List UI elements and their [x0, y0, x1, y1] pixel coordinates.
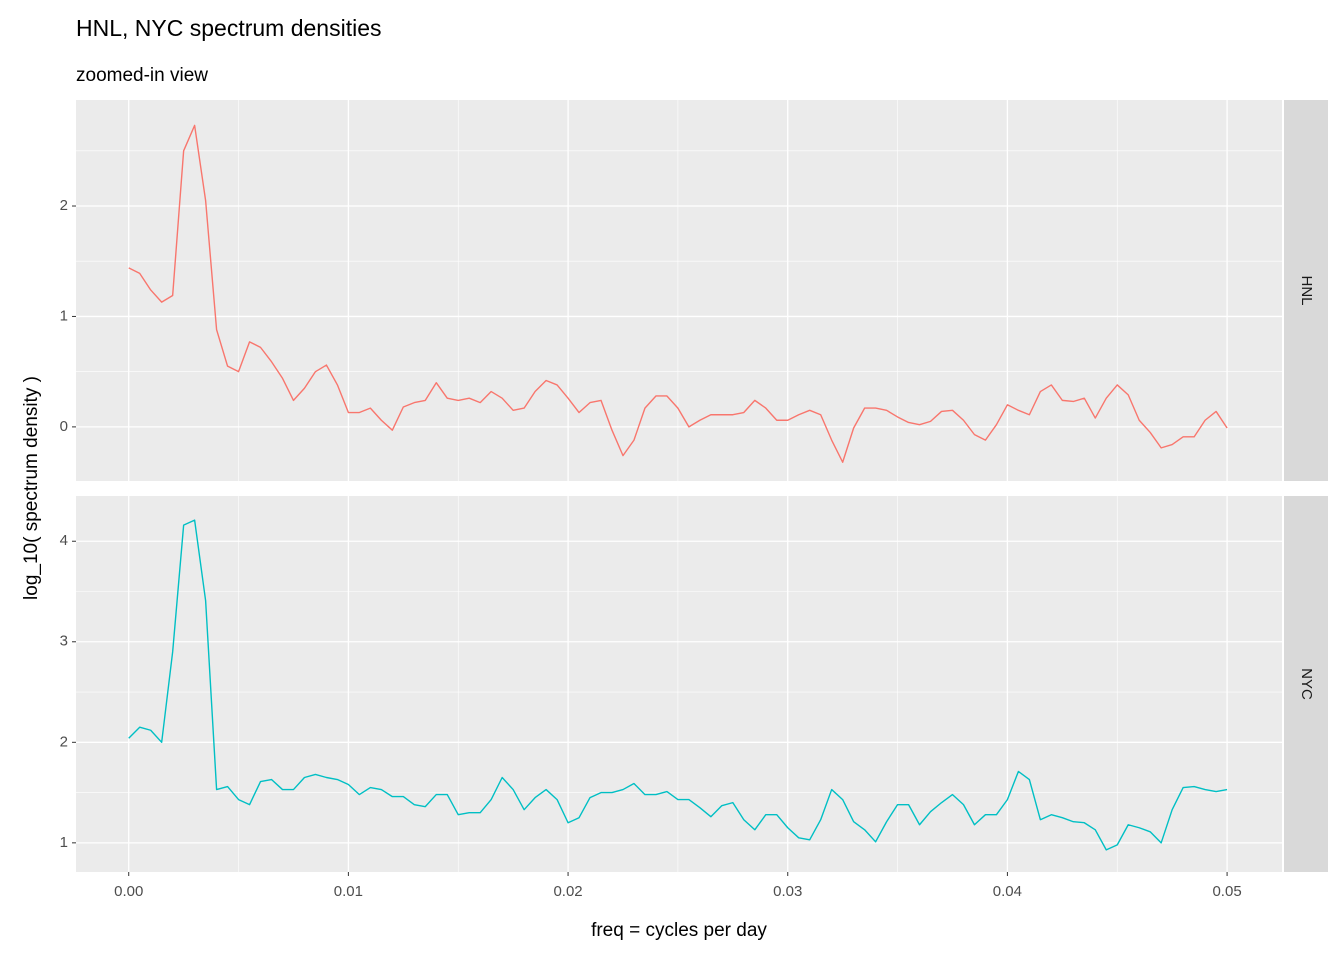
- facet-strip: [1284, 100, 1328, 481]
- x-tick-label: 0.04: [993, 883, 1022, 900]
- panel-background: [76, 100, 1282, 481]
- chart-title: HNL, NYC spectrum densities: [76, 15, 382, 41]
- y-tick-label: 0: [60, 418, 68, 435]
- x-tick-label: 0.01: [334, 883, 363, 900]
- data-line: [128, 124, 1228, 463]
- x-tick-label: 0.03: [773, 883, 802, 900]
- y-tick-label: 4: [60, 532, 68, 549]
- facet-label: NYC: [1298, 668, 1315, 700]
- facet-strip: [1284, 496, 1328, 872]
- y-tick-label: 3: [60, 633, 68, 650]
- y-tick-label: 1: [60, 307, 68, 324]
- y-tick-label: 2: [60, 733, 68, 750]
- facet-label: HNL: [1298, 275, 1315, 305]
- data-line: [128, 519, 1228, 851]
- y-tick-label: 2: [60, 197, 68, 214]
- y-axis-label: log_10( spectrum density ): [21, 376, 42, 600]
- panel-background: [76, 496, 1282, 872]
- x-tick-label: 0.02: [553, 883, 582, 900]
- x-axis-label: freq = cycles per day: [591, 920, 767, 941]
- x-tick-label: 0.00: [114, 883, 143, 900]
- y-tick-label: 1: [60, 834, 68, 851]
- chart-subtitle: zoomed-in view: [76, 65, 208, 86]
- x-tick-label: 0.05: [1212, 883, 1241, 900]
